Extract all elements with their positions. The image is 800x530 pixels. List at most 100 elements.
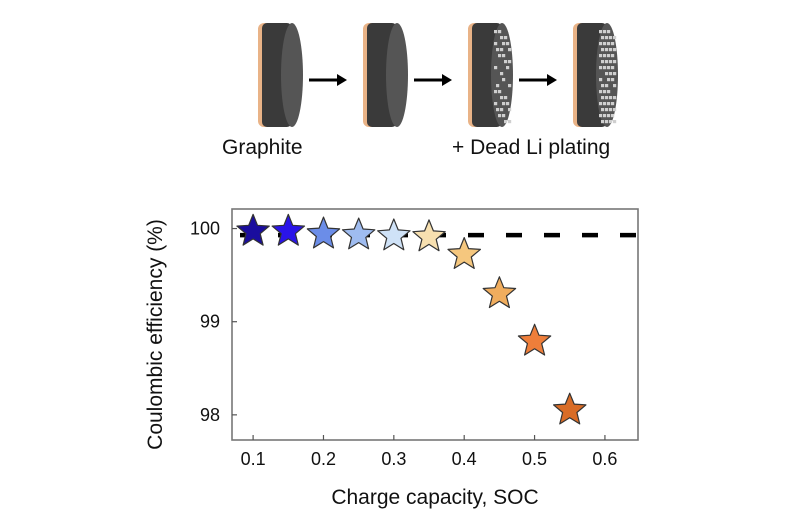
dead-li-particle: [605, 84, 609, 88]
dead-li-particle: [504, 120, 508, 124]
dead-li-particle: [603, 42, 607, 46]
dead-li-particle: [611, 54, 615, 58]
dead-li-plating-label: + Dead Li plating: [452, 136, 611, 159]
dead-li-particle: [496, 108, 500, 112]
x-tick-label: 0.4: [452, 449, 477, 469]
dead-li-particle: [500, 96, 504, 100]
dead-li-particle: [613, 72, 617, 76]
dead-li-particle: [506, 42, 510, 46]
data-point-star: [447, 237, 481, 269]
dead-li-particle: [494, 66, 498, 70]
data-point-star: [271, 213, 306, 246]
dead-li-particle: [605, 36, 609, 40]
dead-li-particle: [603, 30, 607, 34]
data-point-star: [552, 392, 587, 425]
dead-li-particle: [601, 84, 605, 88]
dead-li-particle: [603, 66, 607, 70]
dead-li-particle: [498, 90, 502, 94]
dead-li-particle: [502, 42, 506, 46]
dead-li-particle: [500, 48, 504, 52]
dead-li-particle: [599, 30, 603, 34]
dead-li-particle: [601, 48, 605, 52]
dead-li-particle: [609, 96, 613, 100]
dead-li-particle: [498, 54, 502, 58]
dead-li-particle: [609, 48, 613, 52]
dead-li-particle: [613, 84, 617, 88]
dead-li-particle: [607, 90, 611, 94]
dead-li-particle: [605, 120, 609, 124]
dead-li-particle: [607, 30, 611, 34]
dead-li-particle: [502, 102, 506, 106]
dead-li-particle: [494, 90, 498, 94]
dead-li-particle: [502, 54, 506, 58]
dead-li-particle: [613, 96, 617, 100]
dead-li-particle: [603, 102, 607, 106]
dead-li-particle: [500, 108, 504, 112]
dead-li-particle: [599, 42, 603, 46]
dead-li-particle: [494, 42, 498, 46]
dead-li-particle: [494, 30, 498, 34]
dead-li-particle: [609, 36, 613, 40]
x-tick-label: 0.1: [241, 449, 266, 469]
dead-li-particle: [500, 72, 504, 76]
dead-li-particle: [609, 60, 613, 64]
dead-li-particle: [599, 114, 603, 118]
dead-li-particle: [613, 36, 617, 40]
dead-li-particle: [607, 102, 611, 106]
dead-li-particle: [609, 108, 613, 112]
dead-li-particle: [609, 120, 613, 124]
x-axis-label: Charge capacity, SOC: [331, 486, 538, 509]
dead-li-particle: [603, 114, 607, 118]
dead-li-particle: [613, 60, 617, 64]
dead-li-particle: [599, 90, 603, 94]
dead-li-particle: [601, 120, 605, 124]
data-point-star: [412, 219, 446, 252]
dead-li-particle: [601, 96, 605, 100]
dead-li-particle: [605, 96, 609, 100]
dead-li-particle: [601, 60, 605, 64]
dead-li-particle: [498, 30, 502, 34]
dead-li-particle: [613, 120, 617, 124]
electrode-disc-lithiated: [363, 23, 408, 127]
dead-li-particle: [601, 108, 605, 112]
dead-li-particle: [504, 96, 508, 100]
dead-li-particle: [508, 108, 512, 112]
dead-li-particle: [607, 54, 611, 58]
dead-li-particle: [508, 48, 512, 52]
dead-li-particle: [496, 84, 500, 88]
dead-li-particle: [607, 78, 611, 82]
dead-li-particle: [607, 114, 611, 118]
y-tick-label: 98: [200, 405, 220, 425]
dead-li-particle: [611, 66, 615, 70]
dead-li-particle: [605, 48, 609, 52]
data-point-star: [377, 218, 411, 251]
dead-li-particle: [508, 60, 512, 64]
dead-li-particle: [508, 120, 512, 124]
x-tick-label: 0.5: [522, 449, 547, 469]
dead-li-particle: [506, 102, 510, 106]
dead-li-particle: [605, 108, 609, 112]
dead-li-particle: [611, 102, 615, 106]
data-point-star: [482, 276, 517, 309]
dead-li-particle: [502, 114, 506, 118]
electrode-disc-full-plating: [573, 23, 618, 127]
y-tick-label: 100: [190, 219, 220, 239]
dead-li-particle: [506, 66, 510, 70]
dead-li-particle: [599, 66, 603, 70]
dead-li-particle: [607, 42, 611, 46]
x-tick-label: 0.3: [381, 449, 406, 469]
data-point-star: [341, 217, 376, 250]
arrow-head-icon: [337, 74, 347, 86]
dead-li-particle: [603, 54, 607, 58]
dead-li-particle: [498, 114, 502, 118]
data-point-star: [236, 213, 270, 246]
dead-li-particle: [599, 54, 603, 58]
dead-li-particle: [603, 90, 607, 94]
dead-li-particle: [502, 78, 506, 82]
dead-li-particle: [605, 60, 609, 64]
electrode-evolution-illustration: [258, 23, 618, 127]
graphite-face: [386, 23, 408, 127]
y-tick-label: 99: [200, 312, 220, 332]
graphite-label: Graphite: [222, 136, 303, 159]
